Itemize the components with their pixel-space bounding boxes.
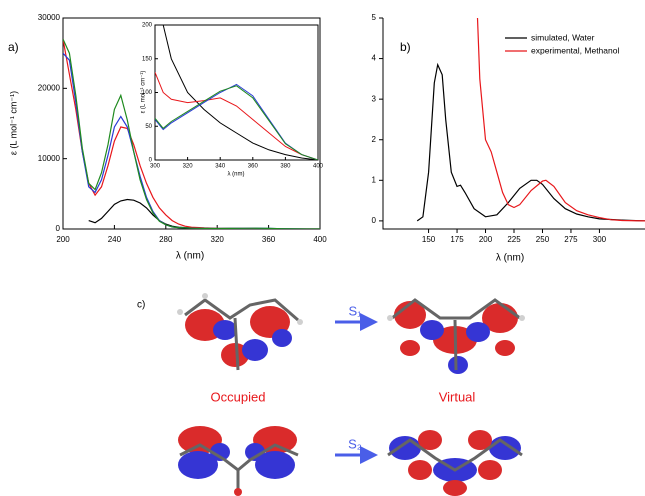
x-tick-label: 240 xyxy=(108,235,122,244)
x-axis-label: λ (nm) xyxy=(228,172,245,178)
y-tick-label: 0 xyxy=(56,224,61,233)
legend-label: simulated, Water xyxy=(531,32,595,42)
y-axis-label: ε (L mol⁻¹ cm⁻¹) xyxy=(141,71,147,114)
y-tick-label: 20000 xyxy=(38,83,61,92)
x-tick-label: 175 xyxy=(450,235,464,244)
panel-label: a) xyxy=(8,40,19,54)
x-tick-label: 300 xyxy=(150,164,161,170)
x-tick-label: 320 xyxy=(211,235,225,244)
series-line xyxy=(89,200,320,230)
y-tick-label: 2 xyxy=(372,135,377,144)
orbital-caption: Occupied xyxy=(211,389,266,404)
x-tick-label: 225 xyxy=(507,235,521,244)
x-axis-label: λ (nm) xyxy=(176,251,204,262)
orbital-occupied-2 xyxy=(178,426,298,496)
x-tick-label: 380 xyxy=(280,164,291,170)
panel-label: b) xyxy=(400,40,411,54)
page: 0100002000030000200240280320360400λ (nm)… xyxy=(0,0,645,496)
y-tick-label: 50 xyxy=(145,124,152,130)
x-tick-label: 320 xyxy=(183,164,194,170)
y-tick-label: 0 xyxy=(372,216,377,225)
x-tick-label: 250 xyxy=(536,235,550,244)
panel-label: c) xyxy=(137,300,145,311)
series-line xyxy=(417,65,645,221)
x-tick-label: 200 xyxy=(479,235,493,244)
y-tick-label: 150 xyxy=(142,56,153,62)
x-tick-label: 400 xyxy=(313,235,327,244)
x-tick-label: 280 xyxy=(159,235,173,244)
x-tick-label: 300 xyxy=(593,235,607,244)
y-tick-label: 10000 xyxy=(38,154,61,163)
chart: 0 1 2 3 4 5 150 175 200 225 250 275 300 λ (nm) b) simul… xyxy=(372,13,645,264)
orbital-caption: Virtual xyxy=(439,389,476,404)
figure: 0100002000030000200240280320360400λ (nm)… xyxy=(0,0,645,496)
x-tick-label: 360 xyxy=(248,164,259,170)
inset-background xyxy=(155,25,318,160)
y-tick-label: 200 xyxy=(142,23,153,29)
legend-label: experimental, Methanol xyxy=(531,45,619,55)
orbital-occupied-1 xyxy=(177,293,303,370)
y-tick-label: 30000 xyxy=(38,13,61,22)
y-axis-label: ε (L mol⁻¹ cm⁻¹) xyxy=(8,91,18,155)
orbital-virtual-1 xyxy=(387,300,525,374)
y-tick-label: 4 xyxy=(372,54,377,63)
orbital-virtual-2 xyxy=(388,430,522,496)
x-tick-label: 400 xyxy=(313,164,324,170)
x-tick-label: 200 xyxy=(56,235,70,244)
transition-label: S₂ xyxy=(348,436,362,451)
x-tick-label: 275 xyxy=(564,235,578,244)
y-tick-label: 3 xyxy=(372,94,377,103)
y-tick-label: 5 xyxy=(372,13,377,22)
x-tick-label: 360 xyxy=(262,235,276,244)
y-tick-label: 1 xyxy=(372,175,377,184)
x-tick-label: 150 xyxy=(422,235,436,244)
transition-label: S₁ xyxy=(348,303,362,318)
x-tick-label: 340 xyxy=(215,164,226,170)
x-axis-label: λ (nm) xyxy=(496,253,524,264)
